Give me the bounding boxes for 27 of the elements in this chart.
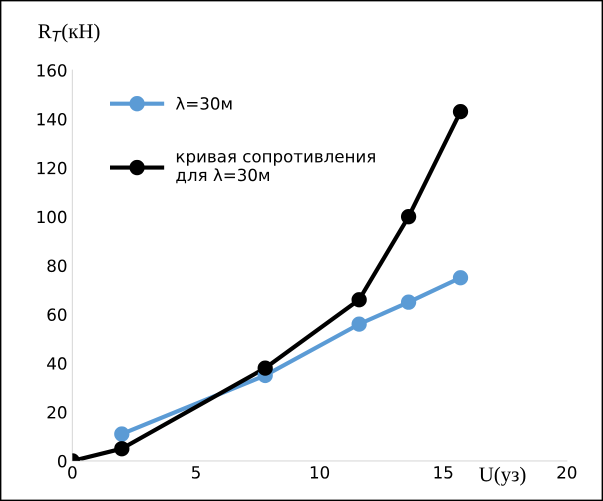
point bbox=[400, 294, 416, 310]
x-tick-label: 5 bbox=[192, 466, 200, 479]
legend-label: λ=30м bbox=[176, 96, 232, 110]
point bbox=[352, 292, 367, 308]
y-tick-label: 80 bbox=[47, 259, 66, 272]
point bbox=[452, 270, 468, 286]
point bbox=[114, 441, 130, 456]
x-tick-label: 20 bbox=[557, 466, 576, 479]
y-tick-label: 100 bbox=[38, 210, 66, 224]
x-axis-title: U(уз) bbox=[479, 466, 526, 486]
y-tick-label: 160 bbox=[38, 64, 66, 77]
legend-label: кривая сопротивления для λ=30м bbox=[176, 152, 375, 184]
x-tick-label: 15 bbox=[434, 466, 452, 479]
y-tick-label: 120 bbox=[38, 162, 66, 174]
x-tick-label: 0 bbox=[68, 466, 77, 479]
y-axis-title: R$_{T}$(кН) bbox=[38, 24, 100, 43]
y-tick-label: 20 bbox=[48, 406, 66, 419]
point bbox=[352, 316, 367, 332]
y-tick-label: 140 bbox=[38, 112, 66, 126]
x-tick-label: 10 bbox=[310, 466, 330, 479]
point bbox=[400, 209, 416, 224]
point bbox=[114, 426, 130, 442]
y-tick-label: 60 bbox=[47, 308, 66, 321]
y-tick-label: 0 bbox=[58, 454, 66, 468]
point bbox=[452, 104, 468, 120]
point bbox=[258, 360, 273, 376]
y-tick-label: 40 bbox=[47, 357, 66, 370]
